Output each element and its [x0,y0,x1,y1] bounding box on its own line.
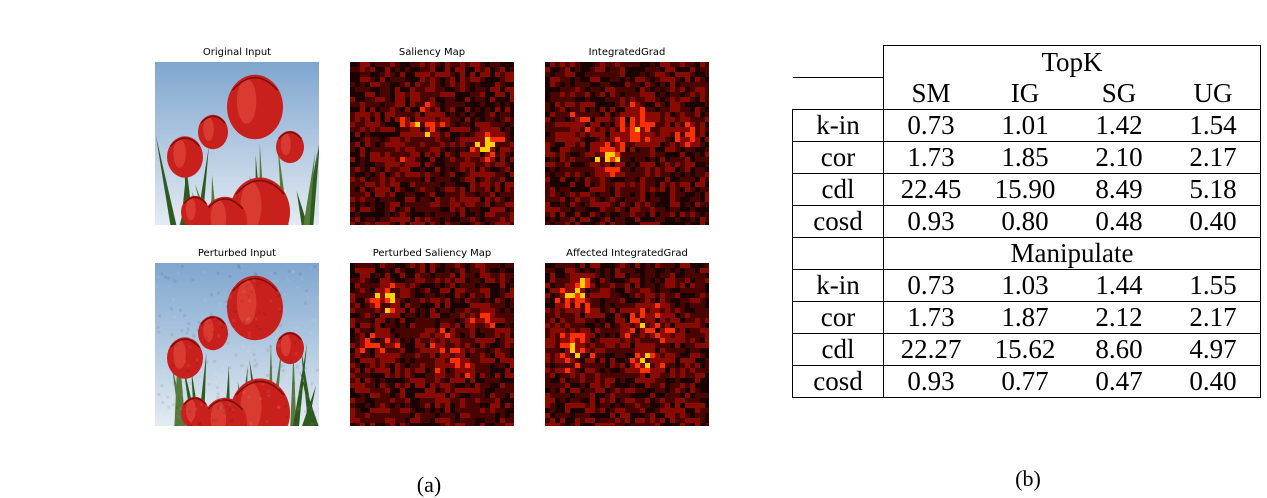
table-cell: 1.55 [1166,269,1261,301]
panel-b-caption: (b) [998,466,1058,492]
table-cell: 2.10 [1072,141,1166,173]
table-cell: 0.40 [1166,205,1261,237]
corner-cell [793,46,884,78]
table-cell: 1.42 [1072,109,1166,141]
row-label: cdl [793,173,884,205]
integrated-grad-image [545,62,709,225]
table-cell: 0.80 [978,205,1072,237]
table-cell: 0.77 [978,365,1072,397]
perturbed-saliency-map-cell: Perturbed Saliency Map [350,247,514,261]
row-label: k-in [793,109,884,141]
column-header: SG [1072,77,1166,109]
table-cell: 0.73 [884,269,979,301]
original-input-cell: Original Input [155,46,319,60]
table-cell: 1.44 [1072,269,1166,301]
figure-panel-a: Original Input Saliency Map IntegratedGr… [0,0,760,492]
saliency-map-cell: Saliency Map [350,46,514,60]
table-cell: 8.49 [1072,173,1166,205]
table-cell: 2.17 [1166,141,1261,173]
column-header-row: SM IG SG UG [793,77,1261,109]
table-cell: 2.17 [1166,301,1261,333]
table-cell: 22.27 [884,333,979,365]
table-cell: 0.93 [884,205,979,237]
row-label: cor [793,141,884,173]
table-cell: 4.97 [1166,333,1261,365]
table-cell: 1.54 [1166,109,1261,141]
column-header: SM [884,77,979,109]
table-cell: 0.93 [884,365,979,397]
section-header-row: TopK [793,46,1261,78]
perturbed-input-cell: Perturbed Input [155,247,319,261]
table-cell: 0.47 [1072,365,1166,397]
perturbed-saliency-map-title: Perturbed Saliency Map [350,247,514,261]
table-cell: 1.73 [884,301,979,333]
original-input-image [155,62,319,225]
table-cell: 1.73 [884,141,979,173]
table-cell: 8.60 [1072,333,1166,365]
saliency-map-title: Saliency Map [350,46,514,60]
affected-integrated-grad-title: Affected IntegratedGrad [545,247,709,261]
original-input-title: Original Input [155,46,319,60]
table-cell: 0.73 [884,109,979,141]
column-header: IG [978,77,1072,109]
row-label: k-in [793,269,884,301]
row-label: cosd [793,365,884,397]
table-cell: 5.18 [1166,173,1261,205]
section-title-manipulate: Manipulate [884,237,1261,269]
perturbed-saliency-map-image [350,263,514,426]
integrated-grad-title: IntegratedGrad [545,46,709,60]
table-cell: 0.40 [1166,365,1261,397]
integrated-grad-cell: IntegratedGrad [545,46,709,60]
section-title-topk: TopK [884,46,1261,78]
table-cell: 0.48 [1072,205,1166,237]
table-cell: 1.03 [978,269,1072,301]
section-header-row: Manipulate [793,237,1261,269]
perturbed-input-image [155,263,319,426]
table-cell: 15.90 [978,173,1072,205]
saliency-map-image [350,62,514,225]
corner-cell [793,77,884,109]
affected-integrated-grad-cell: Affected IntegratedGrad [545,247,709,261]
row-label: cosd [793,205,884,237]
affected-integrated-grad-image [545,263,709,426]
table-cell: 22.45 [884,173,979,205]
panel-a-caption: (a) [399,472,459,498]
column-header: UG [1166,77,1261,109]
table-cell: 15.62 [978,333,1072,365]
table-cell: 1.01 [978,109,1072,141]
row-label: cor [793,301,884,333]
table-cell: 1.87 [978,301,1072,333]
table-cell: 1.85 [978,141,1072,173]
table-cell: 2.12 [1072,301,1166,333]
row-label: cdl [793,333,884,365]
perturbed-input-title: Perturbed Input [155,247,319,261]
corner-cell [793,237,884,269]
